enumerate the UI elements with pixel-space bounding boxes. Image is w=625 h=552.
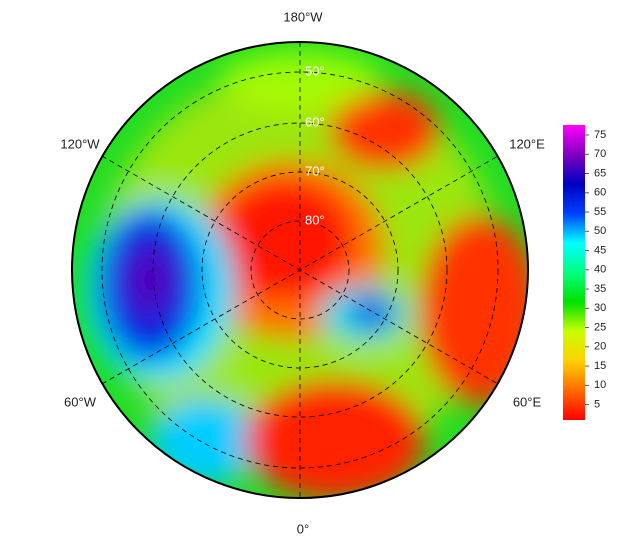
latitude-label: 80° [305,212,325,227]
field [72,42,528,498]
colorbar-tick-label: 60 [594,187,606,199]
colorbar-tick-label: 5 [594,399,600,411]
latitude-label: 50° [305,63,325,78]
colorbar-tick-label: 30 [594,302,606,314]
latitude-label: 60° [305,114,325,129]
colorbar-tick-label: 55 [594,206,606,218]
longitude-label: 60°W [64,394,97,409]
colorbar-tick-label: 70 [594,148,606,160]
longitude-label: 120°E [509,136,545,151]
colorbar-tick-label: 10 [594,379,606,391]
map-border [71,41,529,499]
colorbar-tick-label: 25 [594,321,606,333]
colorbar-tick-label: 45 [594,244,606,256]
longitude-label: 120°W [60,136,100,151]
colorbar-tick-label: 50 [594,225,606,237]
colorbar-tick-label: 15 [594,360,606,372]
colorbar [563,125,585,420]
longitude-label: 0° [297,521,309,536]
colorbar-tick-label: 75 [594,129,606,141]
longitude-label: 60°E [513,394,542,409]
colorbar-tick-label: 40 [594,264,606,276]
longitude-label: 180°W [283,9,323,24]
colorbar-tick-label: 65 [594,167,606,179]
colorbar-tick-label: 20 [594,341,606,353]
latitude-label: 70° [305,163,325,178]
graticule [101,42,499,498]
colorbar-tick-label: 35 [594,283,606,295]
